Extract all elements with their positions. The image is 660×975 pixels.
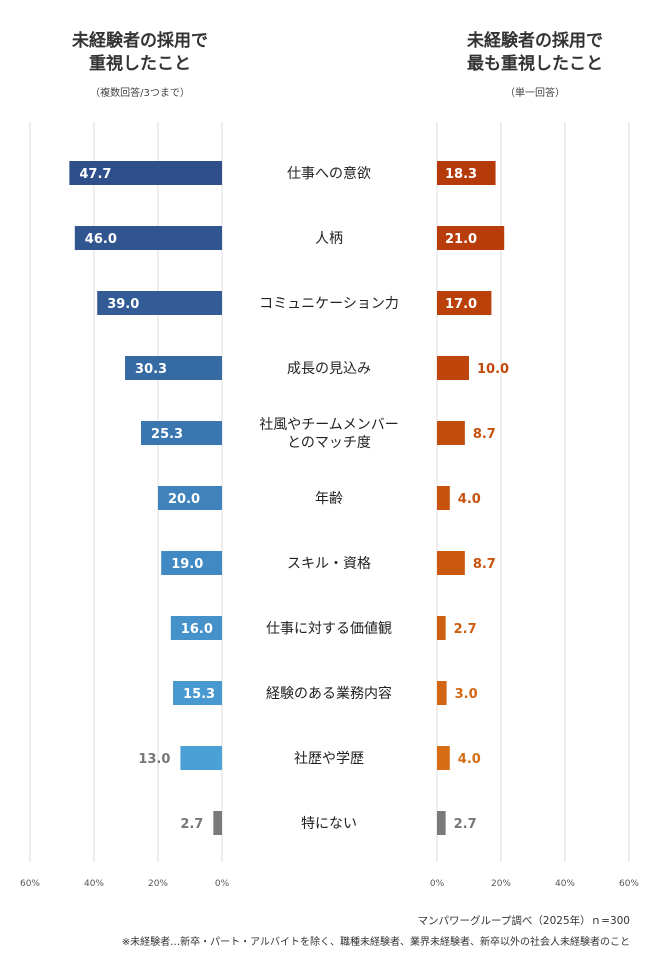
right-x-tick-label: 20%	[491, 879, 511, 889]
left-bar-value-label: 30.3	[135, 362, 167, 377]
right-chart-title-line1: 未経験者の採用で	[467, 31, 603, 51]
left-x-tick-label: 0%	[215, 879, 230, 889]
category-label: コミュニケーション力	[259, 296, 399, 312]
left-chart-title-line2: 重視したこと	[89, 54, 191, 74]
right-bar	[437, 421, 465, 445]
left-bar-value-label: 47.7	[79, 167, 111, 182]
right-bar	[437, 551, 465, 575]
left-bar	[173, 681, 222, 705]
left-bar	[97, 291, 222, 315]
right-bar	[437, 226, 505, 250]
right-bar-value-label: 21.0	[445, 232, 477, 247]
left-bar-value-label: 16.0	[181, 622, 213, 637]
category-label: 年齢	[315, 491, 343, 507]
definition-note: ※未経験者…新卒・パート・アルバイトを除く、職種未経験者、業界未経験者、新卒以外…	[121, 937, 630, 948]
category-label: 経験のある業務内容	[266, 685, 392, 702]
right-bar-value-label: 10.0	[477, 362, 509, 377]
right-bar	[437, 681, 447, 705]
right-x-tick-label: 40%	[555, 879, 575, 889]
left-bar-value-label: 39.0	[107, 297, 139, 312]
right-bar	[437, 161, 496, 185]
category-label: 仕事に対する価値観	[266, 620, 392, 637]
right-bar-value-label: 8.7	[473, 557, 496, 572]
right-bar-value-label: 8.7	[473, 427, 496, 442]
left-bar	[158, 486, 222, 510]
category-label: 成長の見込み	[287, 361, 371, 377]
right-bar-value-label: 4.0	[458, 492, 481, 507]
left-bar	[170, 616, 222, 640]
left-bar	[69, 161, 222, 185]
left-bar	[74, 226, 222, 250]
right-bar	[437, 356, 469, 380]
category-label: 人柄	[315, 231, 343, 247]
left-x-tick-label: 20%	[148, 879, 168, 889]
right-bar-value-label: 17.0	[445, 297, 477, 312]
left-bar-value-label: 25.3	[151, 427, 183, 442]
right-chart-title-line2: 最も重視したこと	[467, 54, 603, 74]
right-bar-value-label: 2.7	[454, 817, 477, 832]
right-bar	[437, 811, 446, 835]
category-label: 仕事への意欲	[287, 165, 371, 182]
left-bar	[161, 551, 222, 575]
left-chart-header: 未経験者の採用で 重視したこと （複数回答/3つまで）	[25, 30, 255, 99]
source-note: マンパワーグループ調べ（2025年）ｎ=300	[417, 915, 630, 927]
right-chart-note: （単一回答）	[505, 88, 565, 99]
left-bar-value-label: 46.0	[85, 232, 117, 247]
category-label: とのマッチ度	[287, 435, 371, 451]
left-bar-value-label: 15.3	[183, 687, 215, 702]
category-label: 特にない	[301, 816, 357, 832]
left-bar-value-label: 13.0	[138, 752, 170, 767]
right-chart-header: 未経験者の採用で 最も重視したこと （単一回答）	[425, 30, 645, 99]
right-bar-value-label: 2.7	[454, 622, 477, 637]
left-bar-value-label: 20.0	[168, 492, 200, 507]
right-bar-value-label: 18.3	[445, 167, 477, 182]
left-bar-value-label: 2.7	[180, 817, 203, 832]
left-x-tick-label: 60%	[20, 879, 40, 889]
right-x-tick-label: 0%	[430, 879, 445, 889]
right-x-tick-label: 60%	[619, 879, 639, 889]
right-bar-value-label: 4.0	[458, 752, 481, 767]
left-chart-note: （複数回答/3つまで）	[90, 88, 190, 99]
right-bar	[437, 746, 450, 770]
category-label: 社風やチームメンバー	[259, 417, 399, 433]
left-bar	[180, 746, 222, 770]
left-bar-value-label: 19.0	[171, 557, 203, 572]
right-bar	[437, 291, 492, 315]
left-bar	[213, 811, 222, 835]
category-label: スキル・資格	[287, 556, 371, 572]
right-bar	[437, 486, 450, 510]
right-bar-value-label: 3.0	[455, 687, 478, 702]
category-label: 社歴や学歴	[294, 751, 364, 767]
left-bar	[125, 356, 222, 380]
left-bar	[141, 421, 222, 445]
left-x-tick-label: 40%	[84, 879, 104, 889]
right-bar	[437, 616, 446, 640]
left-chart-title-line1: 未経験者の採用で	[72, 31, 208, 51]
